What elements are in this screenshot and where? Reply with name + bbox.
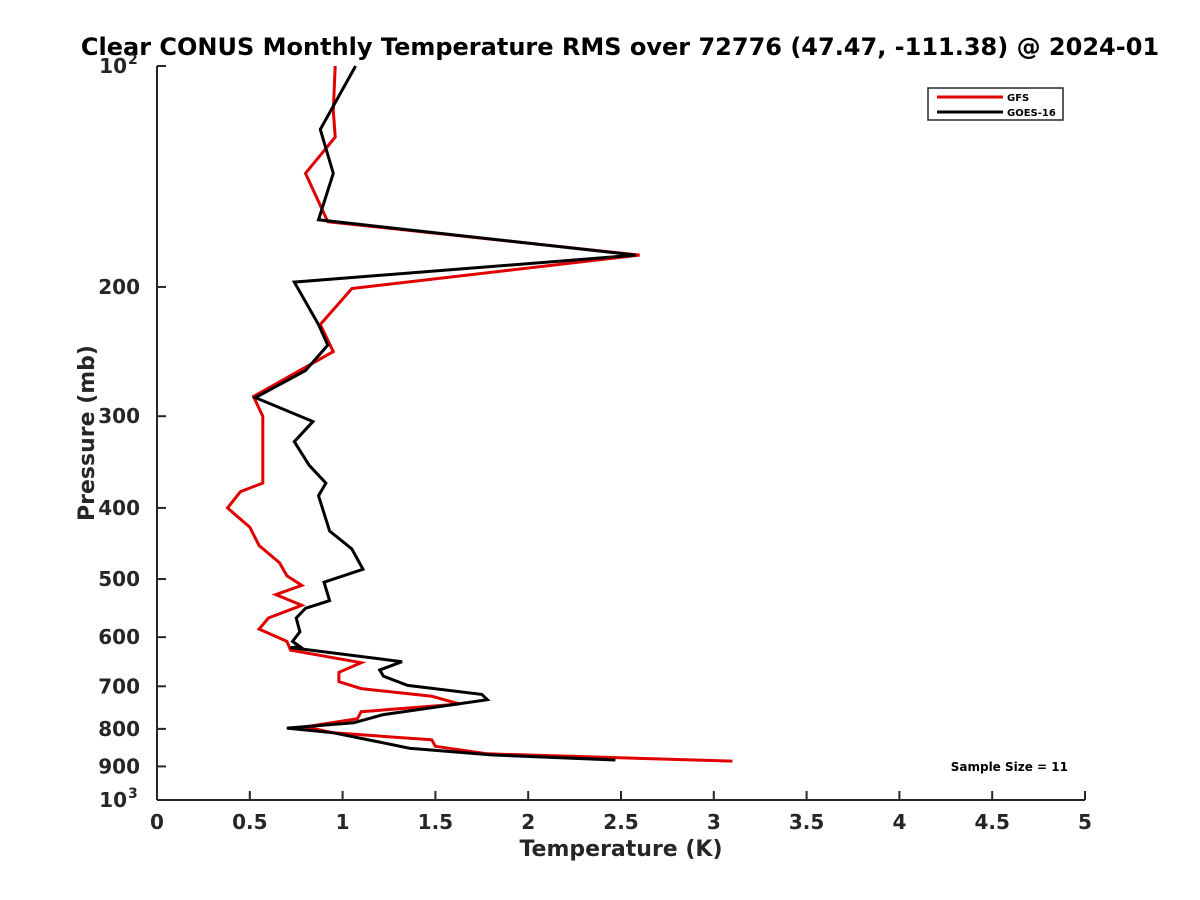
legend: GFS GOES-16	[927, 87, 1064, 121]
x-tick-label: 4	[892, 810, 906, 834]
x-tick-label: 0	[150, 810, 164, 834]
x-axis-label: Temperature (K)	[519, 837, 722, 862]
y-axis-label: Pressure (mb)	[75, 345, 100, 521]
y-tick-label: 10	[99, 788, 127, 812]
y-tick-label: 400	[98, 496, 140, 520]
x-tick-label: 3	[707, 810, 721, 834]
y-tick-label: 800	[98, 717, 140, 741]
x-tick-label: 1.5	[418, 810, 453, 834]
legend-box	[927, 87, 1064, 121]
x-tick-label: 2.5	[603, 810, 638, 834]
sample-size-annotation: Sample Size = 11	[951, 760, 1068, 774]
x-ticks: 0 0.5 1 1.5 2 2.5 3 3.5 4 4.5 5	[150, 791, 1092, 834]
x-tick-label: 2	[521, 810, 535, 834]
x-tick-label: 1	[336, 810, 350, 834]
series-line-gfs	[225, 65, 733, 763]
plot-area: 0 0.5 1 1.5 2 2.5 3 3.5 4 4.5 5 10 2200300400500600…	[98, 52, 1092, 834]
x-tick-label: 5	[1078, 810, 1092, 834]
y-tick-label: 300	[98, 404, 140, 428]
x-tick-label: 0.5	[232, 810, 267, 834]
x-tick-label: 3.5	[789, 810, 824, 834]
y-tick-label: 200	[98, 275, 140, 299]
chart-title: Clear CONUS Monthly Temperature RMS over…	[81, 33, 1159, 61]
y-tick-exponent: 2	[128, 52, 138, 68]
y-tick-label: 500	[98, 567, 140, 591]
series-lines	[225, 65, 733, 763]
y-tick-label: 700	[98, 674, 140, 698]
legend-label: GFS	[1007, 93, 1029, 104]
y-tick-exponent: 3	[128, 786, 138, 802]
y-tick-label: 10	[99, 54, 127, 78]
y-tick-label: 600	[98, 625, 140, 649]
y-tick-label: 900	[98, 754, 140, 778]
x-tick-label: 4.5	[974, 810, 1009, 834]
series-line-goes-16	[251, 65, 636, 762]
legend-label: GOES-16	[1007, 108, 1056, 119]
